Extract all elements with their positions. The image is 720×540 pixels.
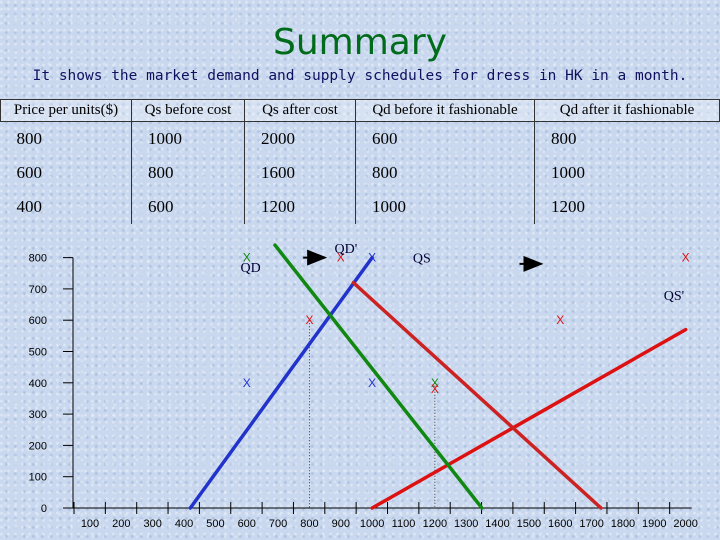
cell-qd-after: 1000 <box>534 156 720 190</box>
x-tick-label: 1700 <box>579 518 603 530</box>
curve-label: QD <box>240 261 260 276</box>
x-tick-label: 500 <box>206 518 224 530</box>
x-tick-label: 1100 <box>392 518 416 530</box>
x-tick-label: 1400 <box>485 518 509 530</box>
y-tick-label: 500 <box>29 347 47 359</box>
series-line-qd-prime <box>351 280 603 510</box>
y-tick-label: 800 <box>29 253 47 265</box>
cell-qd-before: 600 <box>355 121 535 156</box>
cell-qs-before: 800 <box>131 156 245 190</box>
cell-qs-after: 1200 <box>244 190 356 224</box>
cell-qd-before: 1000 <box>355 190 535 224</box>
x-tick-label: 100 <box>81 518 99 530</box>
curve-label: QD' <box>335 242 358 257</box>
x-tick-label: 800 <box>300 518 318 530</box>
y-tick-label: 600 <box>29 315 47 327</box>
point-marker: X <box>368 251 376 265</box>
point-marker: X <box>431 376 439 390</box>
x-tick-label: 1800 <box>611 518 635 530</box>
x-tick-label: 1600 <box>548 518 572 530</box>
x-tick-label: 600 <box>238 518 256 530</box>
header-qd-before: Qd before it fashionable <box>355 99 535 122</box>
curve-label: QS' <box>664 289 684 304</box>
y-tick-label: 700 <box>29 284 47 296</box>
y-tick-label: 300 <box>29 409 47 421</box>
x-tick-label: 1900 <box>642 518 666 530</box>
header-qs-after: Qs after cost <box>244 99 356 122</box>
table-row: 800 1000 2000 600 800 <box>1 121 720 156</box>
cell-qs-after: 2000 <box>244 121 356 156</box>
point-marker: X <box>243 376 251 390</box>
cell-qs-before: 1000 <box>131 121 245 156</box>
x-tick-label: 900 <box>332 518 350 530</box>
curve-label: QS <box>413 252 431 267</box>
x-tick-label: 1200 <box>423 518 447 530</box>
cell-qd-before: 800 <box>355 156 535 190</box>
y-tick-label: 0 <box>41 503 47 515</box>
cell-qs-before: 600 <box>131 190 245 224</box>
series-line-qs-prime <box>370 327 688 510</box>
table-header-row: Price per units($) Qs before cost Qs aft… <box>0 99 720 122</box>
series-line-qs <box>188 255 374 510</box>
cell-price: 800 <box>16 129 43 148</box>
x-tick-label: 1300 <box>454 518 478 530</box>
x-tick-label: 300 <box>144 518 162 530</box>
cell-qs-after: 1600 <box>244 156 356 190</box>
x-tick-label: 1500 <box>517 518 541 530</box>
point-marker: X <box>305 313 313 327</box>
table-row: 600 800 1600 800 1000 <box>1 156 720 190</box>
header-price: Price per units($) <box>0 99 132 122</box>
series-line-qd <box>273 243 484 510</box>
point-marker: X <box>243 251 251 265</box>
cell-price: 400 <box>16 197 43 216</box>
slide-title: Summary <box>273 22 447 63</box>
cell-price: 600 <box>16 163 43 182</box>
cell-qd-after: 1200 <box>534 190 720 224</box>
x-tick-label: 2000 <box>673 518 697 530</box>
point-marker: X <box>337 251 345 265</box>
x-tick-label: 200 <box>112 518 130 530</box>
point-marker: X <box>431 382 439 396</box>
x-tick-label: 400 <box>175 518 193 530</box>
table-row: 400 600 1200 1000 1200 <box>1 190 720 224</box>
y-tick-label: 200 <box>29 440 47 452</box>
point-marker: X <box>368 376 376 390</box>
slide-subtitle: It shows the market demand and supply sc… <box>32 68 688 84</box>
point-marker: X <box>682 251 690 265</box>
x-tick-label: 700 <box>269 518 287 530</box>
x-tick-label: 1000 <box>360 518 384 530</box>
cell-qd-after: 800 <box>534 121 720 156</box>
header-qs-before: Qs before cost <box>131 99 245 122</box>
y-tick-label: 400 <box>29 378 47 390</box>
y-tick-label: 100 <box>29 472 47 484</box>
schedule-table: Price per units($) Qs before cost Qs aft… <box>0 99 720 224</box>
header-qd-after: Qd after it fashionable <box>534 99 720 122</box>
point-marker: X <box>556 313 564 327</box>
